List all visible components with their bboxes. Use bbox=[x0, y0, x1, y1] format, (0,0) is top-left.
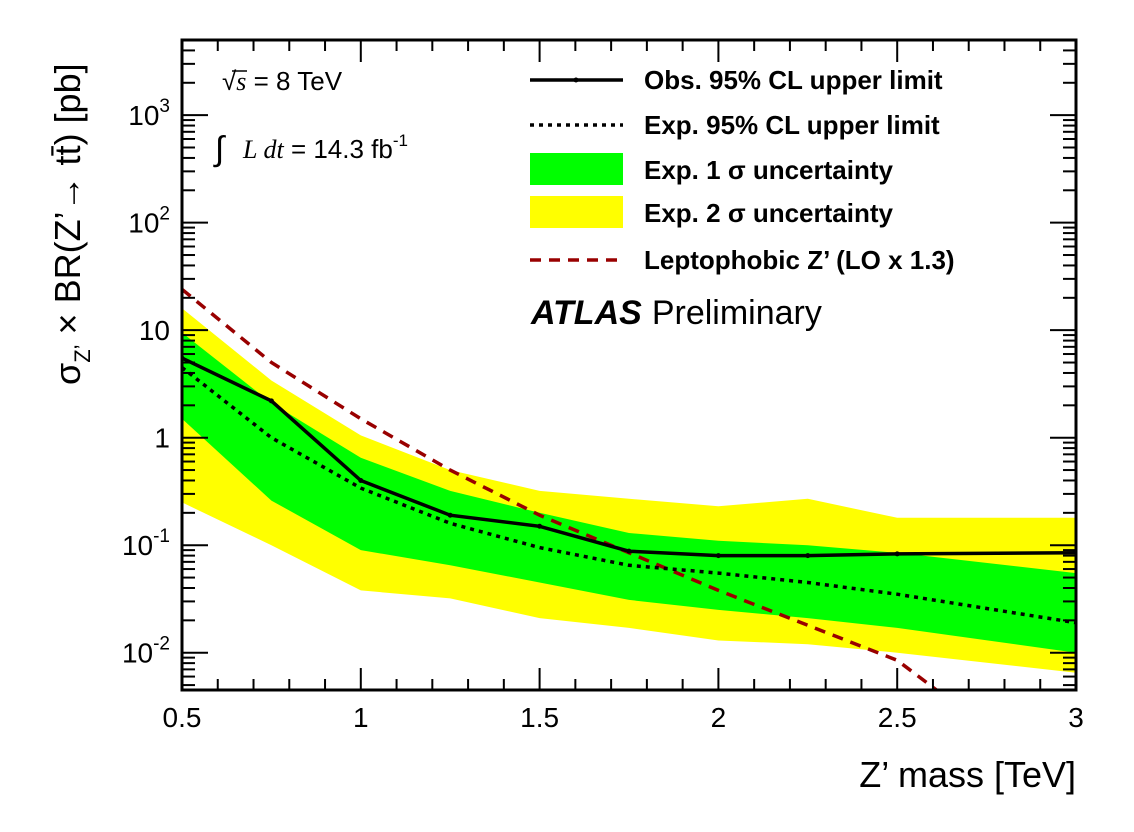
integral-symbol: ∫ bbox=[213, 130, 226, 168]
observed-limit-line bbox=[182, 356, 1076, 558]
legend-label: Exp. 1 σ uncertainty bbox=[644, 155, 894, 185]
energy-value: = 8 TeV bbox=[246, 66, 342, 96]
x-tick-label: 1 bbox=[353, 702, 369, 733]
legend-label: Exp. 95% CL upper limit bbox=[644, 110, 940, 140]
observed-point bbox=[626, 548, 632, 554]
observed-point bbox=[537, 523, 543, 529]
y-tick-label: 10-1 bbox=[122, 526, 170, 561]
y-tick-labels: 10-2 10-1 1 10 102 103 bbox=[122, 96, 170, 669]
y-axis-label-sigma: σ bbox=[47, 363, 88, 385]
y-tick-label: 10-2 bbox=[122, 634, 170, 669]
legend-label: Leptophobic Z’ (LO x 1.3) bbox=[644, 245, 955, 275]
legend-label: Exp. 2 σ uncertainty bbox=[644, 198, 894, 228]
x-tick-labels: 0.5 1 1.5 2 2.5 3 bbox=[163, 702, 1084, 733]
legend: Obs. 95% CL upper limit Exp. 95% CL upper… bbox=[530, 65, 955, 275]
atlas-label: ATLAS Preliminary bbox=[530, 294, 822, 332]
atlas-status: Preliminary bbox=[652, 294, 822, 332]
observed-point bbox=[358, 477, 364, 483]
legend-label: Obs. 95% CL upper limit bbox=[644, 65, 943, 95]
plot-frame bbox=[180, 38, 1078, 692]
x-tick-label: 2.5 bbox=[878, 702, 917, 733]
sqrt-symbol: √ bbox=[222, 66, 237, 96]
x-tick-label: 0.5 bbox=[163, 702, 202, 733]
lumi-l-dt: L dt bbox=[242, 135, 284, 164]
energy-s: s bbox=[236, 67, 246, 96]
y-axis-label: σZ’ × BR(Z’→ tt̄) [pb] bbox=[47, 63, 95, 385]
luminosity-annotation: L dt = 14.3 fb-1 bbox=[242, 131, 408, 164]
uncertainty-bands bbox=[182, 308, 1076, 673]
lumi-exponent: -1 bbox=[393, 131, 408, 150]
lumi-value: = 14.3 fb bbox=[284, 134, 393, 164]
x-tick-label: 2 bbox=[711, 702, 727, 733]
axis-ticks bbox=[181, 39, 1077, 690]
x-axis-label: Z’ mass [TeV] bbox=[859, 754, 1076, 795]
observed-point bbox=[805, 553, 811, 559]
observed-point bbox=[715, 553, 721, 559]
y-tick-label: 10 bbox=[139, 315, 170, 346]
plot-area bbox=[182, 287, 1076, 690]
leptophobic-z-line bbox=[182, 287, 938, 690]
observed-point bbox=[894, 551, 900, 557]
observed-point bbox=[268, 398, 274, 404]
y-tick-label: 1 bbox=[154, 423, 170, 454]
y-tick-label: 102 bbox=[128, 204, 170, 239]
expected-limit-line bbox=[182, 366, 1076, 625]
legend-marker bbox=[573, 77, 579, 83]
y-tick-label: 103 bbox=[128, 96, 170, 131]
energy-annotation: √s = 8 TeV bbox=[222, 66, 343, 96]
observed-point bbox=[447, 512, 453, 518]
band-1-sigma bbox=[182, 332, 1076, 653]
atlas-name: ATLAS bbox=[530, 294, 642, 332]
legend-swatch-band bbox=[530, 196, 623, 228]
x-tick-label: 1.5 bbox=[520, 702, 559, 733]
y-axis-label-rest: × BR(Z’→ tt̄) [pb] bbox=[47, 63, 88, 344]
y-axis-label-subscript: Z’ bbox=[70, 344, 95, 362]
legend-swatch-band bbox=[530, 153, 623, 185]
x-tick-label: 3 bbox=[1068, 702, 1084, 733]
